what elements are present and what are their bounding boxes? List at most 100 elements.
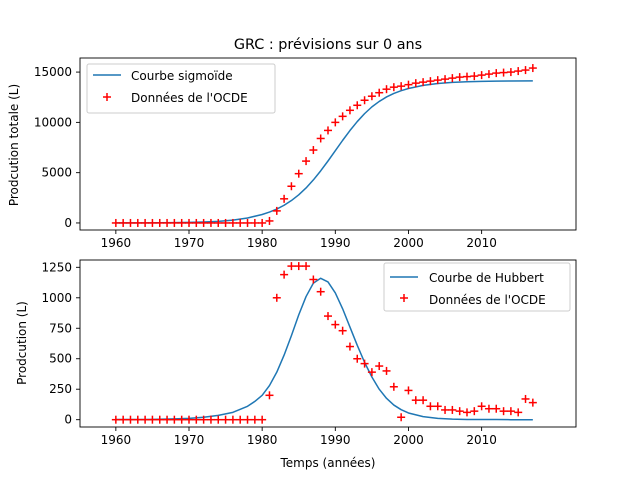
data-point	[521, 394, 530, 403]
data-point	[199, 415, 208, 424]
data-point	[375, 88, 384, 97]
data-point	[155, 218, 164, 227]
bottom-legend-frame	[383, 262, 571, 312]
data-point	[221, 218, 230, 227]
data-point	[119, 415, 128, 424]
data-point	[345, 342, 354, 351]
data-point	[514, 408, 523, 417]
top-x-axis-ticks: 1960 1970 1980 1990 2000 2010	[101, 230, 497, 250]
data-point	[228, 415, 237, 424]
data-point	[477, 71, 486, 80]
y-tick-label: 0	[64, 216, 72, 230]
data-point	[528, 398, 537, 407]
data-point	[382, 85, 391, 94]
x-tick-label: 1970	[174, 433, 205, 447]
top-legend: Courbe sigmoïde Données de l'OCDE	[86, 63, 276, 114]
data-point	[141, 415, 150, 424]
data-point	[133, 218, 142, 227]
data-point	[214, 218, 223, 227]
data-point	[360, 96, 369, 105]
series-line-0	[115, 80, 533, 224]
top-legend-label-sigmoid: Courbe sigmoïde	[131, 69, 233, 83]
data-point	[177, 415, 186, 424]
x-tick-label: 2010	[466, 433, 497, 447]
data-point	[148, 218, 157, 227]
data-point	[506, 407, 515, 416]
top-plot-area	[79, 57, 577, 231]
data-point	[331, 118, 340, 127]
data-point	[528, 64, 537, 73]
data-point	[455, 407, 464, 416]
data-point	[148, 415, 157, 424]
data-point	[309, 275, 318, 284]
data-point	[265, 216, 274, 225]
bottom-legend-plus-swatch	[400, 294, 408, 302]
data-point	[433, 402, 442, 411]
top-y-axis-label: Prodcution totale (L)	[7, 84, 21, 206]
data-point	[119, 218, 128, 227]
data-point	[324, 312, 332, 321]
y-tick-label: 500	[49, 352, 72, 366]
bottom-x-axis-label: Temps (années)	[280, 456, 376, 470]
y-tick-label: 15000	[34, 65, 72, 79]
data-point	[353, 101, 362, 110]
data-point	[484, 404, 493, 413]
data-point	[499, 68, 508, 77]
y-tick-label: 750	[49, 321, 72, 335]
data-point	[404, 386, 413, 395]
data-point	[455, 73, 464, 82]
data-point	[126, 218, 135, 227]
x-tick-label: 1990	[320, 433, 351, 447]
data-point	[272, 293, 281, 302]
data-point	[367, 92, 376, 101]
data-point	[111, 218, 120, 227]
data-point	[199, 218, 208, 227]
data-point	[331, 320, 340, 329]
data-point	[382, 366, 391, 375]
data-point	[397, 82, 406, 91]
y-tick-label: 250	[49, 382, 72, 396]
data-point	[448, 405, 457, 414]
data-point	[185, 218, 194, 227]
data-point	[492, 69, 501, 78]
x-tick-label: 1970	[174, 236, 205, 250]
data-point	[316, 287, 325, 296]
data-point	[404, 80, 413, 89]
x-tick-label: 1960	[101, 236, 132, 250]
data-point	[287, 182, 296, 191]
x-tick-label: 2000	[393, 236, 424, 250]
data-point	[265, 391, 274, 400]
data-point	[345, 106, 354, 115]
data-point	[411, 79, 420, 88]
chart-title: GRC : prévisions sur 0 ans	[234, 37, 422, 53]
top-legend-plus-swatch	[103, 93, 111, 101]
data-point	[294, 169, 303, 178]
data-point	[324, 126, 332, 135]
axes-frame	[79, 57, 577, 231]
data-point	[426, 402, 435, 411]
bottom-y-axis-label: Prodcution (L)	[15, 301, 29, 385]
data-point	[133, 415, 142, 424]
data-point	[111, 415, 120, 424]
data-point	[521, 66, 530, 75]
x-tick-label: 1980	[247, 433, 278, 447]
data-point	[236, 415, 245, 424]
data-point	[316, 134, 325, 143]
data-point	[272, 206, 281, 215]
top-legend-frame	[86, 63, 276, 114]
bottom-legend: Courbe de Hubbert Données de l'OCDE	[383, 262, 571, 312]
data-point	[367, 368, 376, 377]
data-point	[170, 415, 179, 424]
bottom-y-axis-ticks: 0 250 500 750 1000 1250	[41, 260, 80, 427]
data-point	[484, 70, 493, 79]
data-point	[177, 218, 186, 227]
data-point	[419, 78, 428, 87]
data-point	[360, 359, 369, 368]
data-point	[206, 218, 215, 227]
data-point	[163, 218, 172, 227]
data-point	[258, 415, 267, 424]
y-tick-label: 5000	[41, 166, 72, 180]
data-point	[514, 67, 523, 76]
bottom-x-axis-ticks: 1960 1970 1980 1990 2000 2010	[101, 427, 497, 447]
data-point	[448, 74, 457, 83]
